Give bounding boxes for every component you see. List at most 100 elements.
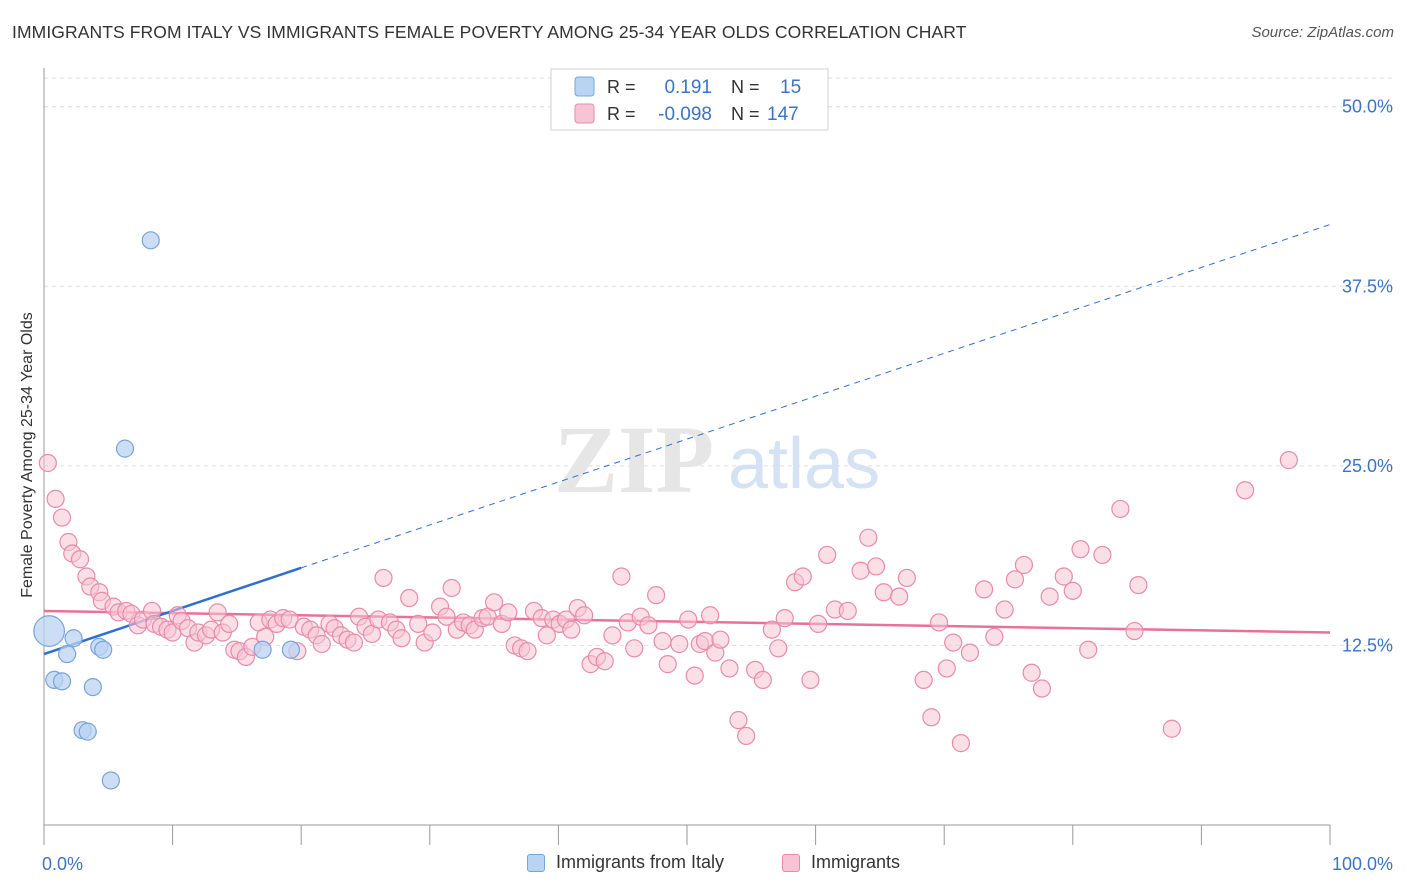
legend-swatch-blue: [574, 76, 595, 97]
point-italy-14: [101, 771, 120, 790]
point-immigrants-139: [1014, 555, 1034, 575]
point-immigrants-119: [818, 545, 837, 565]
point-immigrants-124: [866, 557, 886, 576]
point-immigrants-72: [485, 593, 504, 612]
watermark-zip: ZIP: [554, 406, 714, 513]
point-immigrants-101: [685, 666, 704, 685]
point-immigrants-65: [442, 578, 461, 598]
point-immigrants-91: [612, 567, 631, 586]
point-immigrants-135: [974, 580, 994, 599]
point-immigrants-5: [70, 550, 90, 569]
chart-source: Source: ZipAtlas.com: [1251, 24, 1394, 41]
point-immigrants-93: [625, 639, 644, 658]
point-immigrants-147: [1093, 545, 1112, 565]
bottom-legend-item-immigrants[interactable]: Immigrants: [782, 852, 900, 873]
point-immigrants-132: [944, 633, 963, 652]
point-immigrants-128: [914, 670, 933, 690]
point-immigrants-114: [775, 609, 794, 628]
legend-box: R = 0.191 N = 15 R = -0.098 N = 147: [550, 68, 829, 131]
point-immigrants-40: [280, 610, 299, 629]
legend-n-label-1: N =: [731, 77, 760, 97]
point-immigrants-143: [1054, 567, 1073, 586]
point-immigrants-97: [653, 632, 672, 651]
grid-lines: [44, 77, 1392, 646]
point-immigrants-127: [897, 568, 917, 588]
point-immigrants-149: [1125, 621, 1144, 641]
point-italy-4: [58, 644, 77, 664]
point-immigrants-134: [960, 643, 980, 662]
point-immigrants-0: [38, 453, 57, 473]
legend-r-value-1: 0.191: [664, 77, 712, 98]
point-immigrants-55: [374, 568, 393, 588]
point-immigrants-138: [1005, 570, 1025, 589]
point-italy-3: [64, 629, 83, 648]
y-tick-label-2: 37.5%: [1342, 276, 1393, 296]
point-immigrants-129: [922, 708, 941, 727]
point-immigrants-2: [52, 508, 72, 527]
bottom-legend-swatch-blue: [527, 853, 545, 872]
point-immigrants-59: [400, 588, 419, 608]
point-immigrants-111: [753, 670, 772, 690]
legend-r-label-1: R =: [607, 77, 636, 97]
point-italy-0: [33, 615, 66, 647]
point-immigrants-98: [658, 655, 677, 674]
point-immigrants-126: [890, 587, 909, 606]
point-immigrants-136: [985, 627, 1004, 646]
point-immigrants-58: [392, 629, 411, 648]
point-immigrants-145: [1071, 540, 1090, 559]
point-immigrants-50: [344, 633, 364, 652]
point-immigrants-112: [762, 620, 781, 639]
x-tick-label-0: 0.0%: [42, 854, 83, 874]
y-tick-label-0: 12.5%: [1342, 635, 1393, 655]
point-italy-1: [141, 231, 160, 250]
bottom-legend-swatch-pink: [782, 853, 800, 872]
point-immigrants-84: [562, 620, 581, 639]
point-immigrants-152: [1279, 451, 1298, 470]
point-immigrants-125: [874, 583, 893, 602]
y-tick-label-1: 25.0%: [1342, 456, 1393, 476]
series-immigrants-from-italy: [33, 231, 301, 790]
point-immigrants-133: [951, 734, 971, 753]
point-immigrants-86: [575, 606, 594, 625]
point-immigrants-45: [312, 634, 331, 654]
y-tick-label-3: 50.0%: [1342, 97, 1393, 117]
point-immigrants-28: [208, 603, 227, 622]
legend-n-label-2: N =: [731, 104, 760, 124]
point-immigrants-108: [729, 711, 748, 730]
point-immigrants-104: [701, 606, 720, 625]
point-immigrants-140: [1022, 663, 1041, 682]
point-immigrants-109: [737, 726, 756, 746]
point-italy-7: [253, 640, 272, 659]
bottom-legend-label-italy: Immigrants from Italy: [556, 852, 725, 872]
point-immigrants-144: [1063, 581, 1082, 600]
bottom-legend-item-italy[interactable]: Immigrants from Italy: [527, 852, 724, 873]
tick-labels: 12.5% 25.0% 37.5% 50.0% 0.0% 100.0%: [42, 97, 1393, 874]
point-immigrants-113: [769, 639, 788, 658]
point-immigrants-141: [1032, 679, 1052, 698]
point-immigrants-117: [801, 670, 820, 690]
chart-title: IMMIGRANTS FROM ITALY VS IMMIGRANTS FEMA…: [12, 22, 967, 42]
point-immigrants-146: [1079, 640, 1098, 659]
point-immigrants-99: [670, 634, 689, 654]
point-italy-10: [52, 672, 72, 691]
point-immigrants-123: [859, 528, 878, 547]
point-immigrants-60: [409, 614, 428, 633]
point-immigrants-137: [995, 600, 1014, 619]
legend-r-value-2: -0.098: [658, 104, 712, 125]
point-italy-13: [78, 722, 97, 741]
point-immigrants-1: [46, 489, 65, 509]
watermark-atlas: atlas: [728, 424, 880, 504]
point-immigrants-107: [720, 659, 739, 678]
bottom-legend: Immigrants from Italy Immigrants: [0, 852, 1406, 876]
point-immigrants-96: [647, 586, 666, 605]
point-immigrants-122: [851, 561, 870, 580]
point-immigrants-142: [1040, 587, 1059, 606]
point-italy-11: [83, 677, 102, 697]
point-immigrants-131: [937, 659, 956, 678]
point-immigrants-130: [929, 613, 949, 632]
point-immigrants-90: [603, 626, 622, 645]
point-immigrants-95: [639, 616, 658, 635]
point-immigrants-80: [537, 626, 556, 645]
legend-n-value-1: 15: [780, 77, 801, 98]
